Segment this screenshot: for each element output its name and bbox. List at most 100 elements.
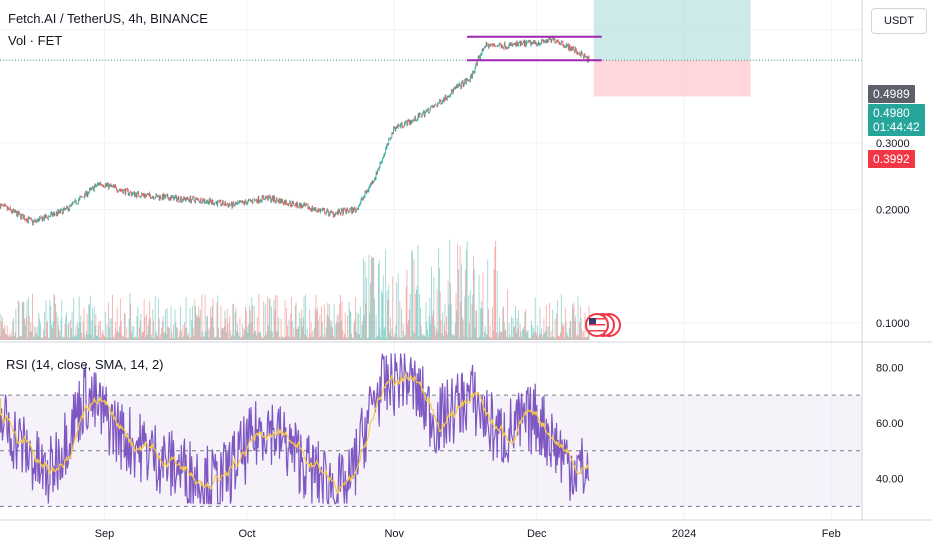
volume-bar xyxy=(443,336,444,340)
volume-bar xyxy=(145,337,146,340)
volume-bar xyxy=(190,337,191,340)
volume-bar xyxy=(61,300,62,340)
volume-bar xyxy=(352,338,353,340)
volume-bar xyxy=(484,332,485,340)
volume-bar xyxy=(274,310,275,340)
volume-bar xyxy=(437,289,438,340)
volume-bar xyxy=(38,312,39,340)
volume-bar xyxy=(391,328,392,340)
volume-bar xyxy=(208,329,209,340)
volume-bar xyxy=(450,283,451,340)
volume-bar xyxy=(20,336,21,340)
volume-bar xyxy=(519,337,520,340)
volume-bar xyxy=(289,338,290,340)
volume-bar xyxy=(126,327,127,340)
volume-bar xyxy=(540,307,541,340)
volume-bar xyxy=(315,295,316,340)
volume-bar xyxy=(179,330,180,340)
volume-bar xyxy=(473,256,474,340)
time-tick-label: Nov xyxy=(384,528,404,540)
volume-bar xyxy=(361,325,362,340)
volume-bar xyxy=(118,331,119,340)
volume-bar xyxy=(394,336,395,340)
volume-bar xyxy=(98,325,99,340)
volume-bar xyxy=(553,336,554,340)
volume-bar xyxy=(382,293,383,340)
volume-bar xyxy=(379,260,380,340)
volume-bar xyxy=(308,338,309,340)
volume-bar xyxy=(526,333,527,340)
volume-bar xyxy=(132,326,133,340)
volume-bar xyxy=(2,317,3,340)
volume-bar xyxy=(407,270,408,340)
volume-bar xyxy=(565,307,566,340)
rsi-label: RSI (14, close, SMA, 14, 2) xyxy=(6,357,164,372)
volume-bar xyxy=(373,257,374,340)
volume-bar xyxy=(122,336,123,340)
volume-bar xyxy=(362,321,363,340)
volume-bar xyxy=(319,315,320,340)
volume-bar xyxy=(313,337,314,340)
volume-bar xyxy=(517,318,518,340)
volume-bar xyxy=(523,329,524,340)
volume-bar xyxy=(323,334,324,340)
volume-bar xyxy=(441,334,442,340)
volume-bar xyxy=(172,338,173,340)
volume-bar xyxy=(520,324,521,340)
volume-bar xyxy=(220,338,221,340)
volume-bar xyxy=(585,338,586,340)
volume-bar xyxy=(160,334,161,340)
volume-bar xyxy=(343,337,344,340)
volume-bar xyxy=(74,336,75,340)
volume-bar xyxy=(224,326,225,340)
volume-bar xyxy=(323,338,324,340)
volume-bar xyxy=(257,317,258,340)
volume-bar xyxy=(463,320,464,340)
volume-bar xyxy=(514,326,515,340)
volume-bar xyxy=(405,335,406,340)
volume-bar xyxy=(239,318,240,340)
volume-bar xyxy=(106,324,107,340)
volume-bar xyxy=(203,336,204,340)
volume-bar xyxy=(249,306,250,340)
volume-bar xyxy=(430,324,431,340)
volume-bar xyxy=(0,314,1,340)
volume-bar xyxy=(367,338,368,340)
volume-bar xyxy=(103,330,104,340)
volume-bar xyxy=(511,317,512,340)
volume-bar xyxy=(440,292,441,340)
volume-bar xyxy=(21,336,22,340)
volume-bar xyxy=(310,333,311,340)
volume-bar xyxy=(121,321,122,340)
volume-bar xyxy=(321,307,322,340)
volume-bar xyxy=(330,320,331,340)
volume-bar xyxy=(94,306,95,340)
volume-bar xyxy=(537,325,538,340)
volume-bar xyxy=(574,302,575,340)
volume-bar xyxy=(360,307,361,340)
volume-bar xyxy=(396,282,397,340)
volume-bar xyxy=(309,309,310,340)
volume-bar xyxy=(180,307,181,340)
volume-bar xyxy=(521,338,522,340)
volume-bar xyxy=(416,290,417,340)
volume-bar xyxy=(347,316,348,340)
currency-button[interactable]: USDT xyxy=(871,8,927,34)
volume-bar xyxy=(125,338,126,340)
volume-bar xyxy=(118,333,119,340)
volume-bar xyxy=(371,256,372,340)
volume-bar xyxy=(164,332,165,340)
volume-bar xyxy=(385,250,386,340)
volume-bar xyxy=(195,306,196,340)
volume-bar xyxy=(245,307,246,340)
volume-bar xyxy=(578,297,579,340)
volume-bar xyxy=(419,294,420,340)
volume-bar xyxy=(441,320,442,340)
volume-bar xyxy=(559,337,560,340)
volume-bar xyxy=(275,295,276,340)
volume-bar xyxy=(25,325,26,340)
volume-bar xyxy=(242,324,243,340)
volume-bar xyxy=(365,262,366,340)
